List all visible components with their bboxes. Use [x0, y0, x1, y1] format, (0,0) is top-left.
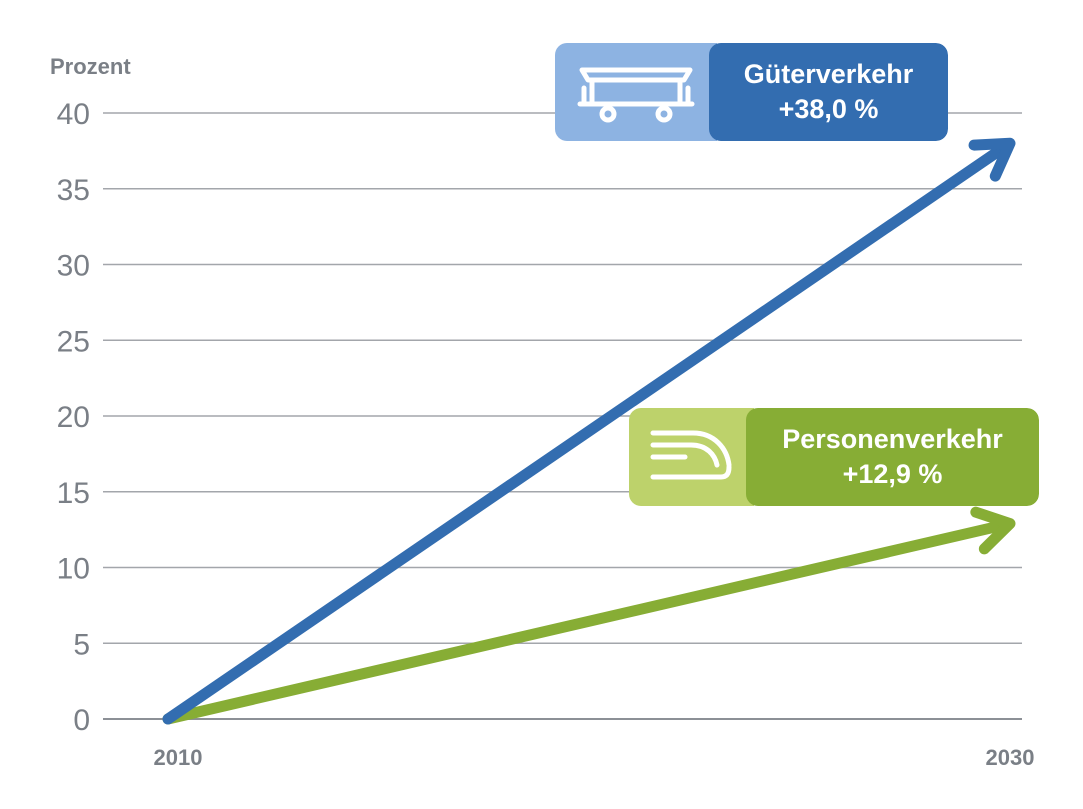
freight-badge: Güterverkehr +38,0 %	[555, 43, 948, 141]
y-tick-label: 35	[57, 174, 90, 207]
passenger-badge: Personenverkehr +12,9 %	[629, 408, 1039, 506]
arrow-head	[970, 506, 1016, 555]
series-arrow-1	[162, 506, 1016, 725]
x-axis-ticks: 2010 2030	[154, 745, 1035, 770]
passenger-label-box: Personenverkehr +12,9 %	[746, 408, 1039, 506]
series-arrow-0	[162, 137, 1016, 725]
passenger-series-name: Personenverkehr	[782, 424, 1003, 454]
freight-growth-value: +38,0 %	[778, 94, 879, 124]
train-nose-icon	[629, 408, 754, 506]
y-tick-label: 15	[57, 477, 90, 510]
freight-label-box: Güterverkehr +38,0 %	[709, 43, 948, 141]
y-tick-label: 30	[57, 250, 90, 283]
series-lines	[162, 137, 1016, 725]
y-tick-label: 20	[57, 401, 90, 434]
arrow-head	[968, 137, 1016, 182]
y-tick-label: 5	[73, 628, 90, 661]
x-tick-label: 2030	[986, 745, 1035, 770]
y-tick-label: 25	[57, 325, 90, 358]
series-line	[162, 141, 1011, 725]
freight-wagon-icon	[555, 43, 717, 141]
series-line	[162, 519, 1010, 725]
y-axis-label: Prozent	[50, 54, 131, 79]
x-tick-label: 2010	[154, 745, 203, 770]
freight-series-name: Güterverkehr	[743, 59, 914, 89]
passenger-growth-value: +12,9 %	[842, 459, 943, 489]
y-axis-ticks: 0 5 10 15 20 25 30 35 40	[57, 98, 90, 737]
y-tick-label: 10	[57, 553, 90, 586]
y-tick-label: 40	[57, 98, 90, 131]
y-tick-label: 0	[73, 704, 90, 737]
